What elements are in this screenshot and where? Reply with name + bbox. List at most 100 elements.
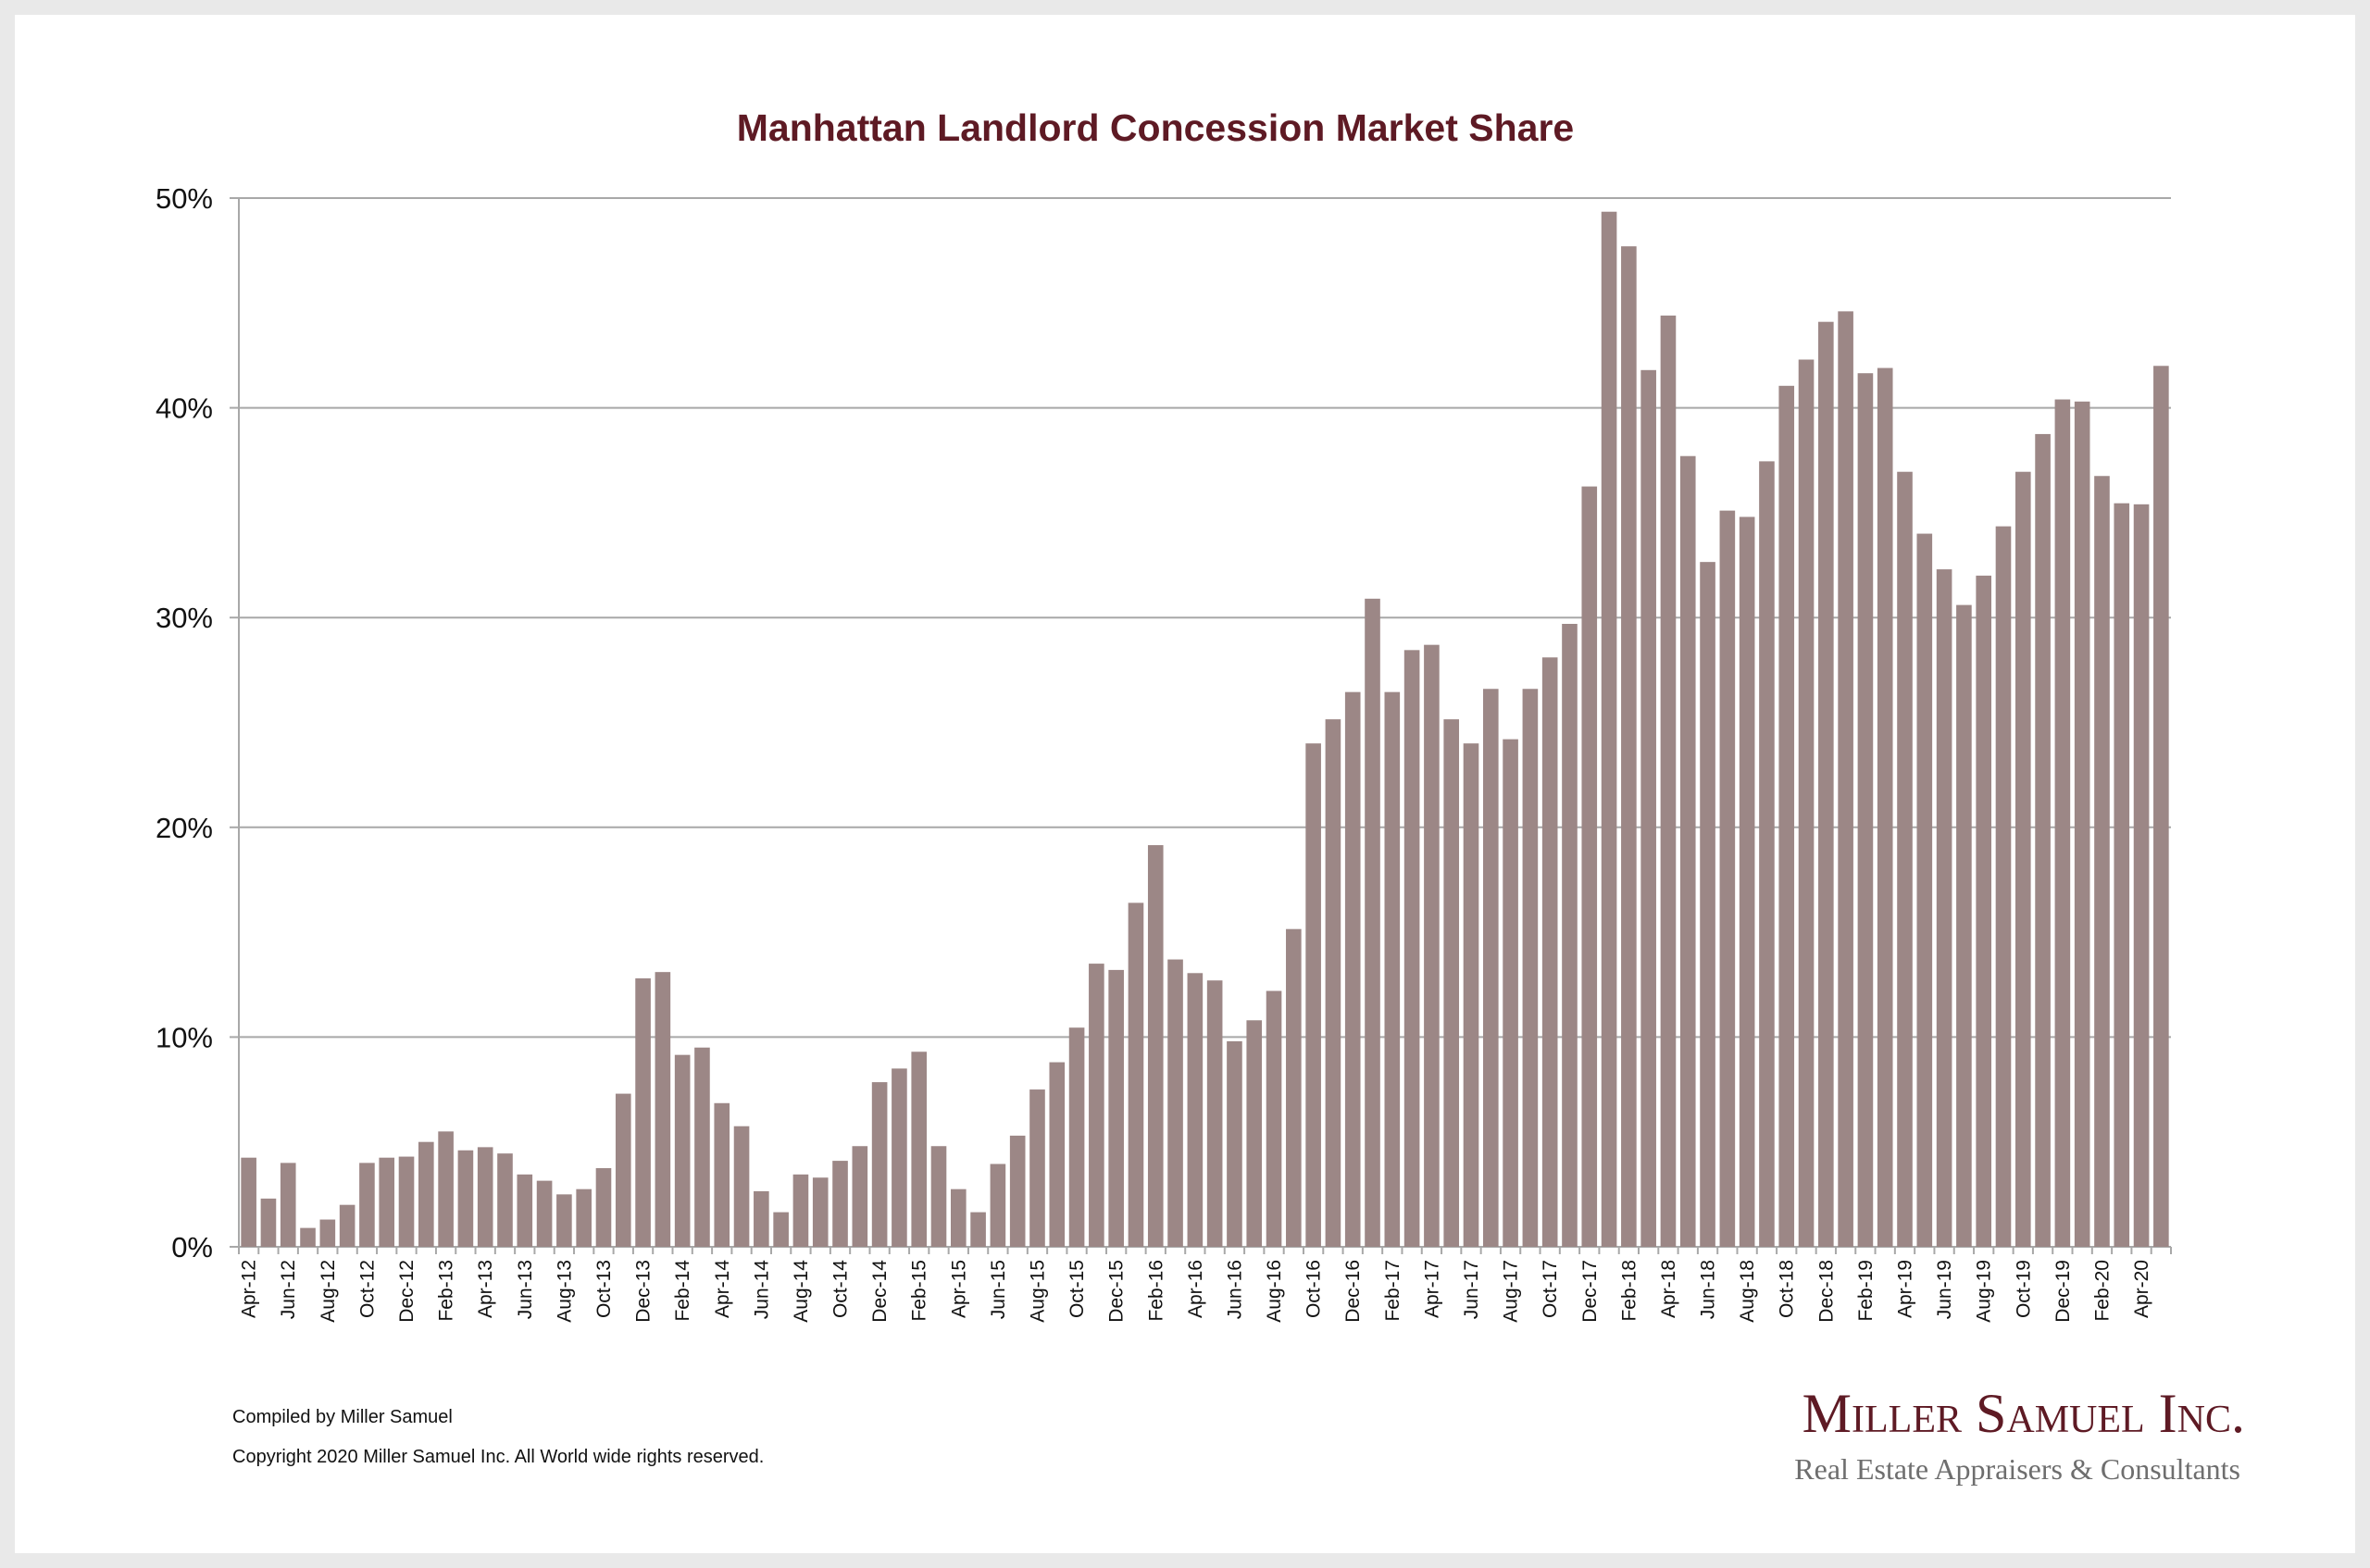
bar xyxy=(2054,399,2071,1247)
bar xyxy=(1739,516,1755,1247)
bar xyxy=(1365,598,1380,1247)
x-tick-label: Feb-19 xyxy=(1855,1260,1877,1322)
bar xyxy=(1936,569,1952,1247)
y-tick-label: 50% xyxy=(156,182,213,215)
bar xyxy=(871,1082,888,1247)
x-tick-label: Jun-17 xyxy=(1461,1260,1482,1319)
bar xyxy=(1660,315,1677,1247)
bar xyxy=(2014,471,2031,1247)
bar xyxy=(1108,969,1124,1247)
x-tick-label: Oct-19 xyxy=(2013,1260,2034,1318)
bar xyxy=(536,1180,553,1247)
bar xyxy=(1562,623,1578,1247)
bar xyxy=(1995,526,2012,1247)
x-tick-label: Aug-17 xyxy=(1501,1260,1522,1323)
bar xyxy=(1759,461,1775,1247)
x-tick-label: Aug-12 xyxy=(318,1260,339,1323)
bar xyxy=(674,1054,691,1247)
bar xyxy=(280,1163,296,1247)
bar xyxy=(1522,689,1539,1247)
x-tick-label: Dec-14 xyxy=(869,1260,891,1323)
bar xyxy=(2035,433,2051,1247)
x-tick-label: Aug-13 xyxy=(554,1260,575,1323)
x-tick-label: Jun-15 xyxy=(988,1260,1009,1319)
bar xyxy=(1384,691,1401,1247)
x-tick-label: Aug-15 xyxy=(1027,1260,1048,1323)
bar xyxy=(970,1212,986,1247)
bar xyxy=(694,1047,710,1247)
x-tick-label: Dec-15 xyxy=(1106,1260,1128,1323)
bar xyxy=(1838,311,1853,1247)
bar xyxy=(832,1161,848,1247)
x-tick-label: Aug-16 xyxy=(1264,1260,1285,1323)
x-tick-label: Feb-17 xyxy=(1382,1260,1403,1322)
bar xyxy=(1798,359,1815,1247)
bar xyxy=(635,977,651,1247)
x-tick-label: Apr-14 xyxy=(712,1260,733,1318)
x-tick-label: Jun-16 xyxy=(1224,1260,1245,1319)
bar xyxy=(1187,973,1204,1247)
bar xyxy=(2094,476,2110,1247)
bar xyxy=(497,1153,513,1247)
x-tick-label: Oct-14 xyxy=(830,1260,852,1318)
bar xyxy=(1976,575,1991,1247)
y-tick-label: 20% xyxy=(156,812,213,844)
copyright-note: Copyright 2020 Miller Samuel Inc. All Wo… xyxy=(232,1447,764,1467)
bar xyxy=(1818,321,1834,1248)
bar xyxy=(1679,455,1696,1247)
x-tick-label: Dec-17 xyxy=(1579,1260,1601,1323)
x-tick-label: Feb-18 xyxy=(1618,1260,1640,1322)
bar xyxy=(930,1146,947,1247)
bar xyxy=(457,1150,474,1247)
bar xyxy=(1424,644,1440,1247)
y-tick-label: 40% xyxy=(156,392,213,425)
bar xyxy=(379,1157,395,1247)
bar xyxy=(1897,471,1913,1247)
x-tick-label: Apr-13 xyxy=(475,1260,496,1318)
x-tick-label: Feb-14 xyxy=(672,1260,693,1322)
bar xyxy=(517,1174,533,1247)
bar xyxy=(1482,689,1499,1247)
bar xyxy=(1621,246,1637,1247)
y-tick-label: 0% xyxy=(171,1231,213,1263)
compiled-note: Compiled by Miller Samuel xyxy=(232,1407,453,1427)
bar xyxy=(1089,964,1104,1247)
bar xyxy=(1719,510,1736,1247)
bar xyxy=(1503,739,1518,1247)
bar xyxy=(1286,928,1302,1247)
bar xyxy=(438,1131,454,1247)
x-tick-label: Feb-15 xyxy=(909,1260,930,1322)
bar xyxy=(911,1052,928,1247)
bar xyxy=(1266,990,1282,1247)
x-tick-label: Dec-12 xyxy=(396,1260,418,1323)
x-tick-label: Apr-12 xyxy=(239,1260,260,1318)
bar xyxy=(1325,719,1341,1247)
x-tick-label: Aug-14 xyxy=(791,1260,812,1323)
bar xyxy=(576,1188,592,1247)
bar xyxy=(1778,385,1795,1247)
logo-tagline: Real Estate Appraisers & Consultants xyxy=(1794,1452,2240,1486)
bar xyxy=(655,972,671,1247)
company-logo: Miller Samuel Inc. Real Estate Appraiser… xyxy=(1794,1383,2245,1486)
bar xyxy=(595,1168,612,1247)
x-tick-label: Aug-19 xyxy=(1974,1260,1995,1323)
x-tick-label: Apr-19 xyxy=(1895,1260,1916,1318)
bar xyxy=(300,1227,316,1247)
bar xyxy=(2074,401,2090,1247)
bar xyxy=(812,1177,829,1247)
x-tick-label: Apr-17 xyxy=(1421,1260,1442,1318)
bar xyxy=(1029,1089,1045,1247)
bar xyxy=(754,1190,769,1247)
bar xyxy=(260,1198,277,1247)
x-tick-label: Jun-14 xyxy=(751,1260,772,1320)
x-tick-label: Feb-13 xyxy=(436,1260,457,1322)
bar xyxy=(1344,691,1361,1247)
bar xyxy=(1009,1135,1026,1247)
x-tick-label: Dec-13 xyxy=(633,1260,655,1323)
bar xyxy=(1403,650,1420,1247)
bar xyxy=(1206,980,1223,1247)
x-tick-label: Oct-15 xyxy=(1066,1260,1088,1318)
x-tick-label: Oct-18 xyxy=(1777,1260,1798,1318)
x-tick-label: Feb-16 xyxy=(1145,1260,1166,1322)
